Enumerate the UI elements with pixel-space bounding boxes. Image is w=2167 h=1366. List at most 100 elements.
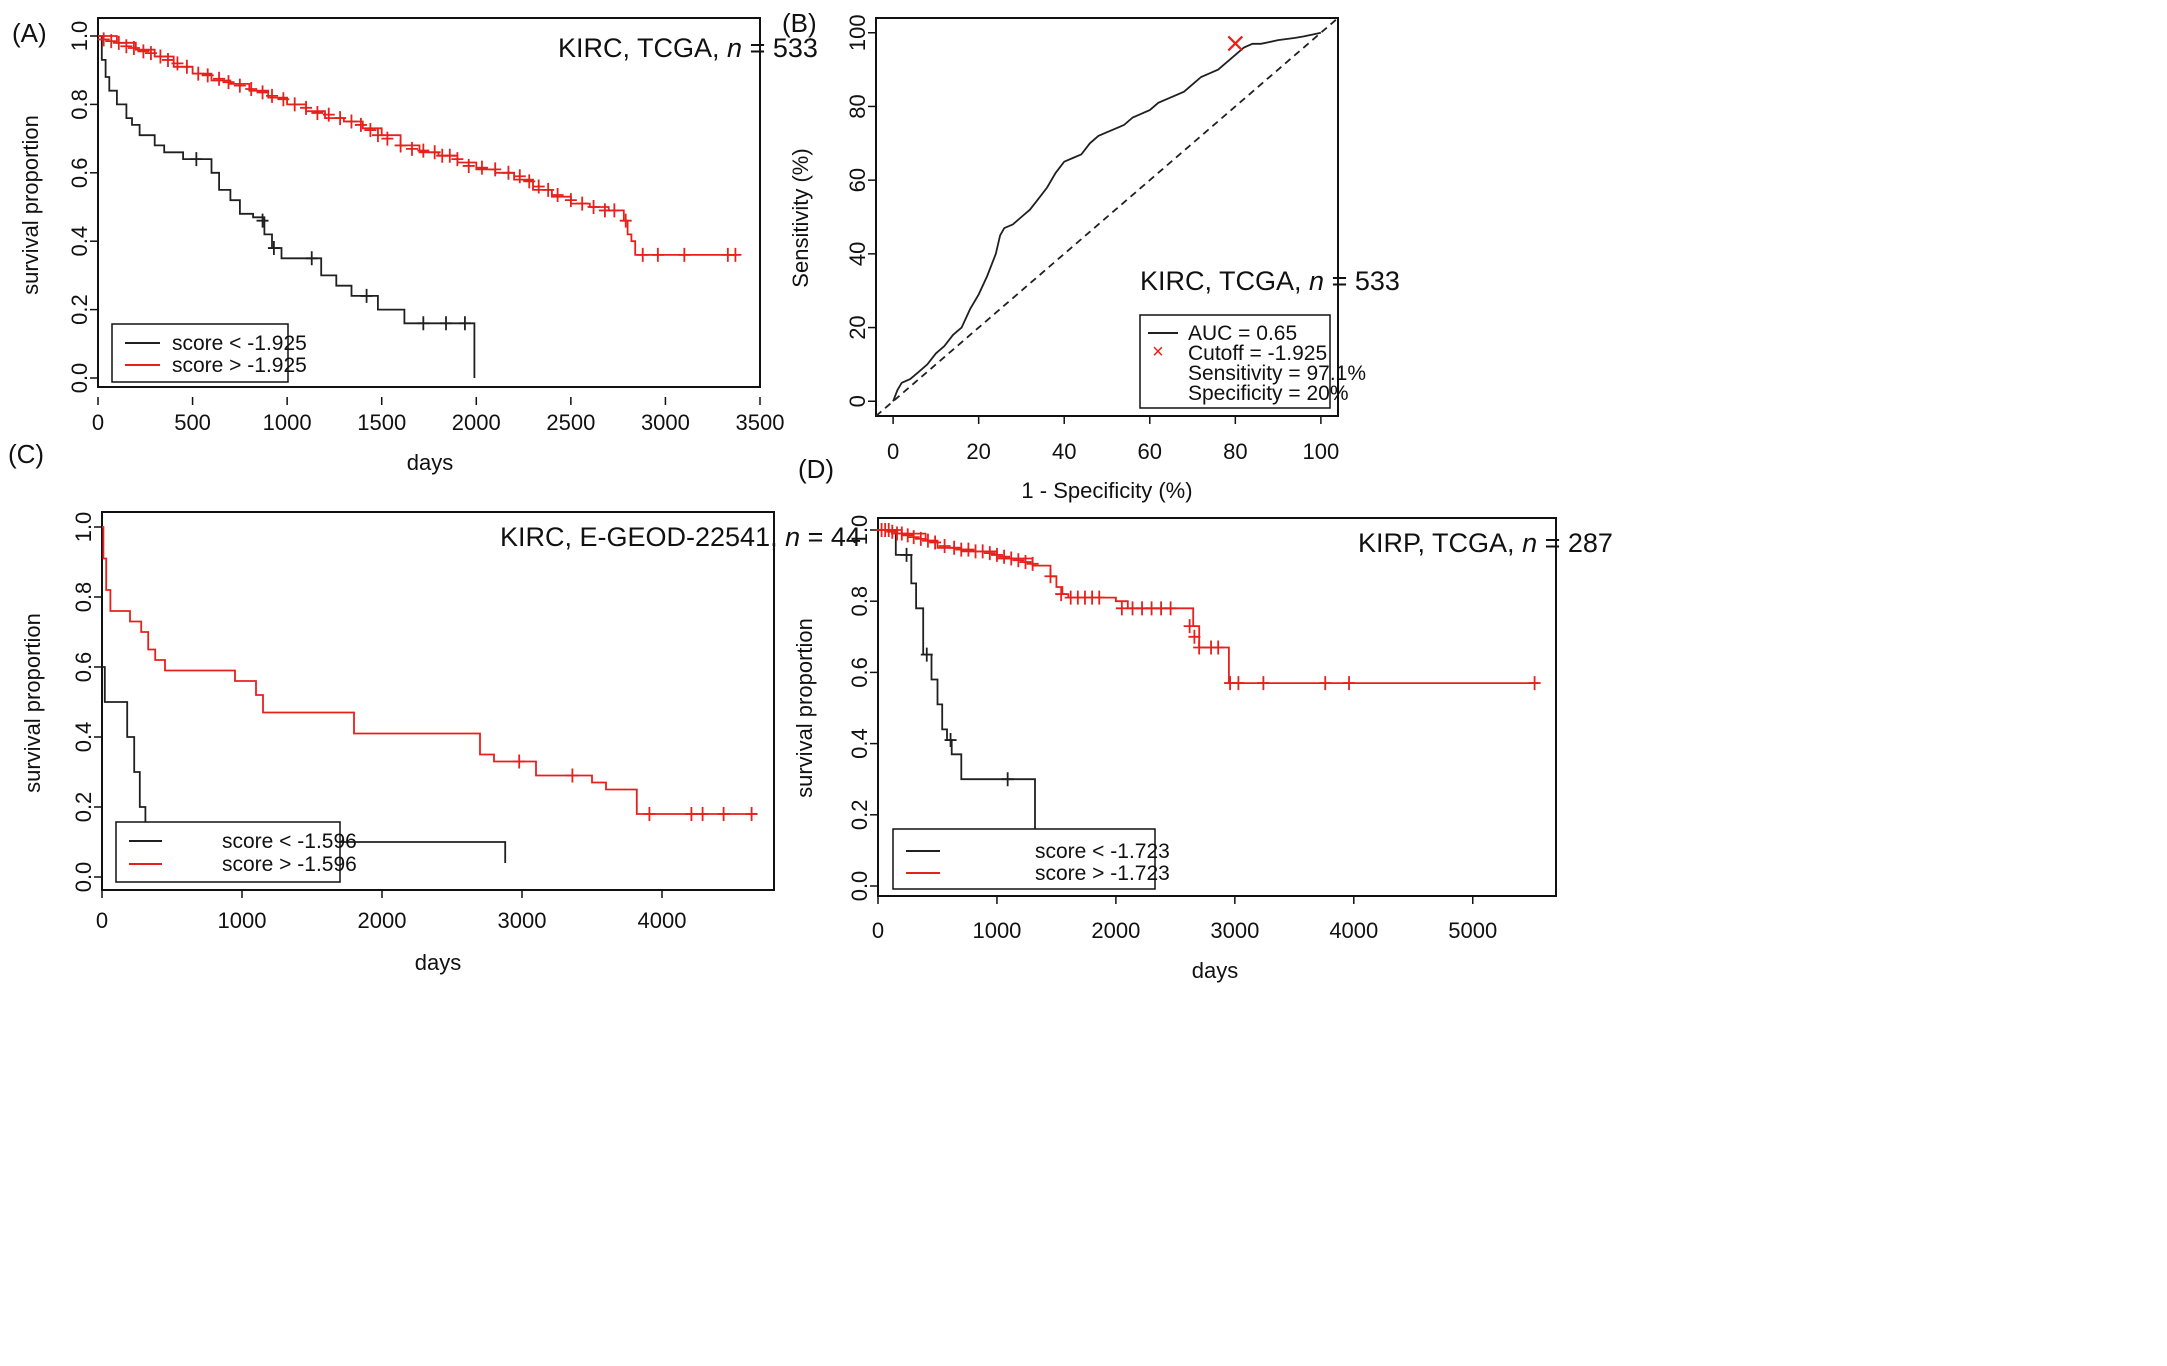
x-tick-label-c: 4000 <box>638 908 687 933</box>
censor-mark-a <box>171 56 184 71</box>
censor-mark-d <box>900 547 913 562</box>
y-tick-label-d: 1.0 <box>847 515 872 546</box>
x-axis-b: 0 20 40 60 80 100 <box>887 416 1339 464</box>
censor-mark-d <box>1115 601 1128 616</box>
censor-mark-a <box>245 82 258 97</box>
panel-a: (A) 0 500 1000 1500 2000 2500 3000 3500 0.00.20… <box>12 17 818 475</box>
censor-mark-d <box>962 542 975 557</box>
censor-mark-a <box>288 97 301 112</box>
censor-mark-d <box>1193 640 1206 655</box>
legend-text-low-c: score < -1.596 <box>222 830 357 853</box>
panel-label-b: (B) <box>782 8 817 38</box>
censor-mark-d <box>990 547 1003 562</box>
censor-mark-a <box>256 213 269 228</box>
censor-mark-a <box>678 247 691 262</box>
y-tick-label-d: 0.4 <box>847 728 872 759</box>
censor-mark-a <box>417 316 430 331</box>
censor-mark-a <box>322 107 335 122</box>
annotation-c: KIRC, E-GEOD-22541, n = 44 <box>500 522 861 552</box>
y-tick-label-c: 0.2 <box>71 792 96 823</box>
censor-mark-a <box>305 251 318 266</box>
y-tick-label-b: 40 <box>845 242 870 266</box>
km-curve-c-high <box>102 526 758 815</box>
censor-mark-a <box>475 160 488 175</box>
legend-text-cutoff-b: Cutoff = -1.925 <box>1188 342 1327 365</box>
x-tick-label-c: 2000 <box>358 908 407 933</box>
censor-mark-d <box>1044 569 1057 584</box>
x-tick-label-d: 3000 <box>1210 918 1259 943</box>
panel-label-a: (A) <box>12 18 47 48</box>
legend-cutoff-marker-b: × <box>1152 341 1164 363</box>
censor-mark-a <box>551 188 564 203</box>
censor-mark-d <box>895 526 908 541</box>
panel-label-d: (D) <box>798 454 834 484</box>
series-group-a <box>97 32 742 378</box>
y-axis-d: 0.0 0.2 0.4 0.6 0.8 1.0 <box>847 515 878 901</box>
x-tick-label-d: 5000 <box>1448 918 1497 943</box>
censor-mark-a <box>394 138 407 153</box>
panel-b: (B) 0 20 40 60 80 100 0 20 40 60 80 100 KIRC, TCGA… <box>782 8 1400 503</box>
y-axis-label-c: survival proportion <box>20 613 45 793</box>
y-tick-label-b: 20 <box>845 315 870 339</box>
x-tick-label-b: 40 <box>1052 439 1076 464</box>
censor-mark-d <box>976 544 989 559</box>
censor-mark-a <box>360 288 373 303</box>
censor-mark-d <box>1257 676 1270 691</box>
censor-mark-a <box>256 85 269 100</box>
censor-mark-a <box>144 46 157 61</box>
censor-mark-a <box>564 193 577 208</box>
x-tick-label-d: 4000 <box>1329 918 1378 943</box>
x-tick-label-b: 80 <box>1223 439 1247 464</box>
censor-mark-a <box>192 66 205 81</box>
x-tick-label-c: 0 <box>96 908 108 933</box>
y-tick-label-c: 0.0 <box>71 862 96 893</box>
censor-mark-a <box>105 34 118 49</box>
legend-text-high-a: score > -1.925 <box>172 354 307 377</box>
annotation-d: KIRP, TCGA, n = 287 <box>1358 528 1613 558</box>
km-curve-a-low <box>98 35 476 378</box>
censor-mark-d <box>1183 619 1196 634</box>
censor-mark-a <box>440 316 453 331</box>
censor-mark-a <box>451 152 464 167</box>
censor-mark-d <box>914 531 927 546</box>
plot-frame-a <box>97 17 761 388</box>
censor-mark-a <box>587 200 600 214</box>
censor-mark-a <box>201 68 214 83</box>
x-axis-label-a: days <box>407 450 453 475</box>
km-curve-d-high <box>878 529 1539 684</box>
censor-mark-d <box>907 530 920 545</box>
y-tick-label-a: 0.8 <box>67 89 92 120</box>
censor-mark-a <box>651 247 664 262</box>
x-tick-label-b: 60 <box>1138 439 1162 464</box>
roc-curve <box>892 31 1322 402</box>
censor-mark-a <box>532 179 545 194</box>
annotation-b: KIRC, TCGA, n = 533 <box>1140 266 1400 296</box>
censor-mark-d <box>920 647 933 662</box>
censor-mark-a <box>371 128 384 143</box>
censor-mark-d <box>1019 555 1032 570</box>
cutoff-marker <box>1227 35 1244 52</box>
y-axis-c: 0.0 0.2 0.4 0.6 0.8 1.0 <box>71 512 102 893</box>
legend-text-specificity-b: Specificity = 20% <box>1188 382 1349 405</box>
censor-mark-a <box>190 152 203 167</box>
censor-mark-a <box>513 169 526 184</box>
y-tick-label-d: 0.8 <box>847 586 872 617</box>
censor-mark-a <box>112 35 125 50</box>
km-curve-d-low <box>878 529 1036 869</box>
x-axis-a: 0 500 1000 1500 2000 2500 3000 3500 <box>92 397 785 435</box>
censor-mark-d <box>938 539 951 554</box>
censor-mark-d <box>1188 629 1201 644</box>
y-axis-label-a: survival proportion <box>18 115 43 295</box>
y-tick-label-c: 1.0 <box>71 512 96 543</box>
panel-label-c: (C) <box>8 439 44 469</box>
censor-mark-a <box>364 123 377 138</box>
x-tick-label-a: 3500 <box>736 410 785 435</box>
censor-mark-d <box>1343 676 1356 691</box>
censor-mark-a <box>161 52 174 67</box>
y-axis-b: 0 20 40 60 80 100 <box>845 14 876 407</box>
censor-mark-a <box>127 40 140 55</box>
censor-mark-a <box>458 316 471 331</box>
x-tick-label-c: 3000 <box>498 908 547 933</box>
y-axis-label-d: survival proportion <box>792 618 817 798</box>
